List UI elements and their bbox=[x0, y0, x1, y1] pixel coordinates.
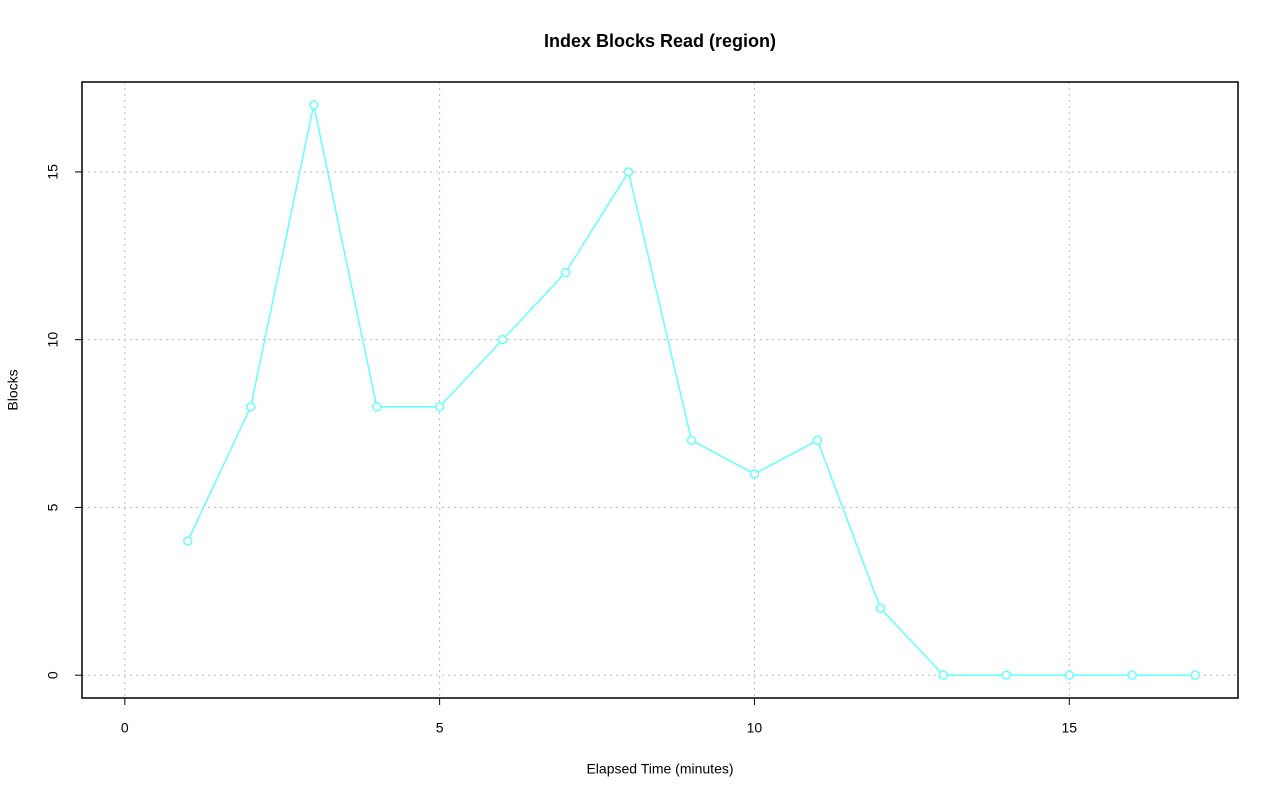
x-tick-label: 5 bbox=[436, 720, 444, 736]
plot-frame bbox=[81, 81, 1239, 699]
data-point bbox=[686, 435, 697, 446]
y-tick-label: 15 bbox=[45, 164, 61, 180]
data-point bbox=[308, 100, 319, 110]
data-point bbox=[245, 402, 256, 412]
y-axis-title: Blocks bbox=[5, 369, 21, 410]
data-point bbox=[371, 402, 382, 412]
data-point bbox=[812, 435, 823, 446]
data-point bbox=[434, 402, 445, 412]
data-point bbox=[938, 670, 949, 680]
y-tick-label: 0 bbox=[45, 671, 61, 679]
x-tick-label: 0 bbox=[121, 720, 129, 736]
data-point bbox=[183, 536, 193, 546]
x-axis-title: Elapsed Time (minutes) bbox=[586, 761, 733, 777]
series-line bbox=[187, 104, 1196, 676]
chart-title: Index Blocks Read (region) bbox=[544, 31, 776, 51]
data-point bbox=[749, 469, 760, 479]
data-point bbox=[560, 267, 571, 278]
data-point bbox=[623, 167, 634, 177]
data-point bbox=[875, 603, 886, 613]
data-point bbox=[1190, 670, 1200, 680]
x-tick-label: 15 bbox=[1061, 720, 1077, 736]
y-tick-label: 10 bbox=[45, 332, 61, 348]
data-point bbox=[1001, 670, 1012, 680]
y-tick-label: 5 bbox=[45, 503, 61, 511]
x-tick-label: 10 bbox=[747, 720, 763, 736]
data-point bbox=[497, 334, 508, 345]
data-point bbox=[1064, 670, 1075, 680]
data-point bbox=[1127, 670, 1137, 680]
